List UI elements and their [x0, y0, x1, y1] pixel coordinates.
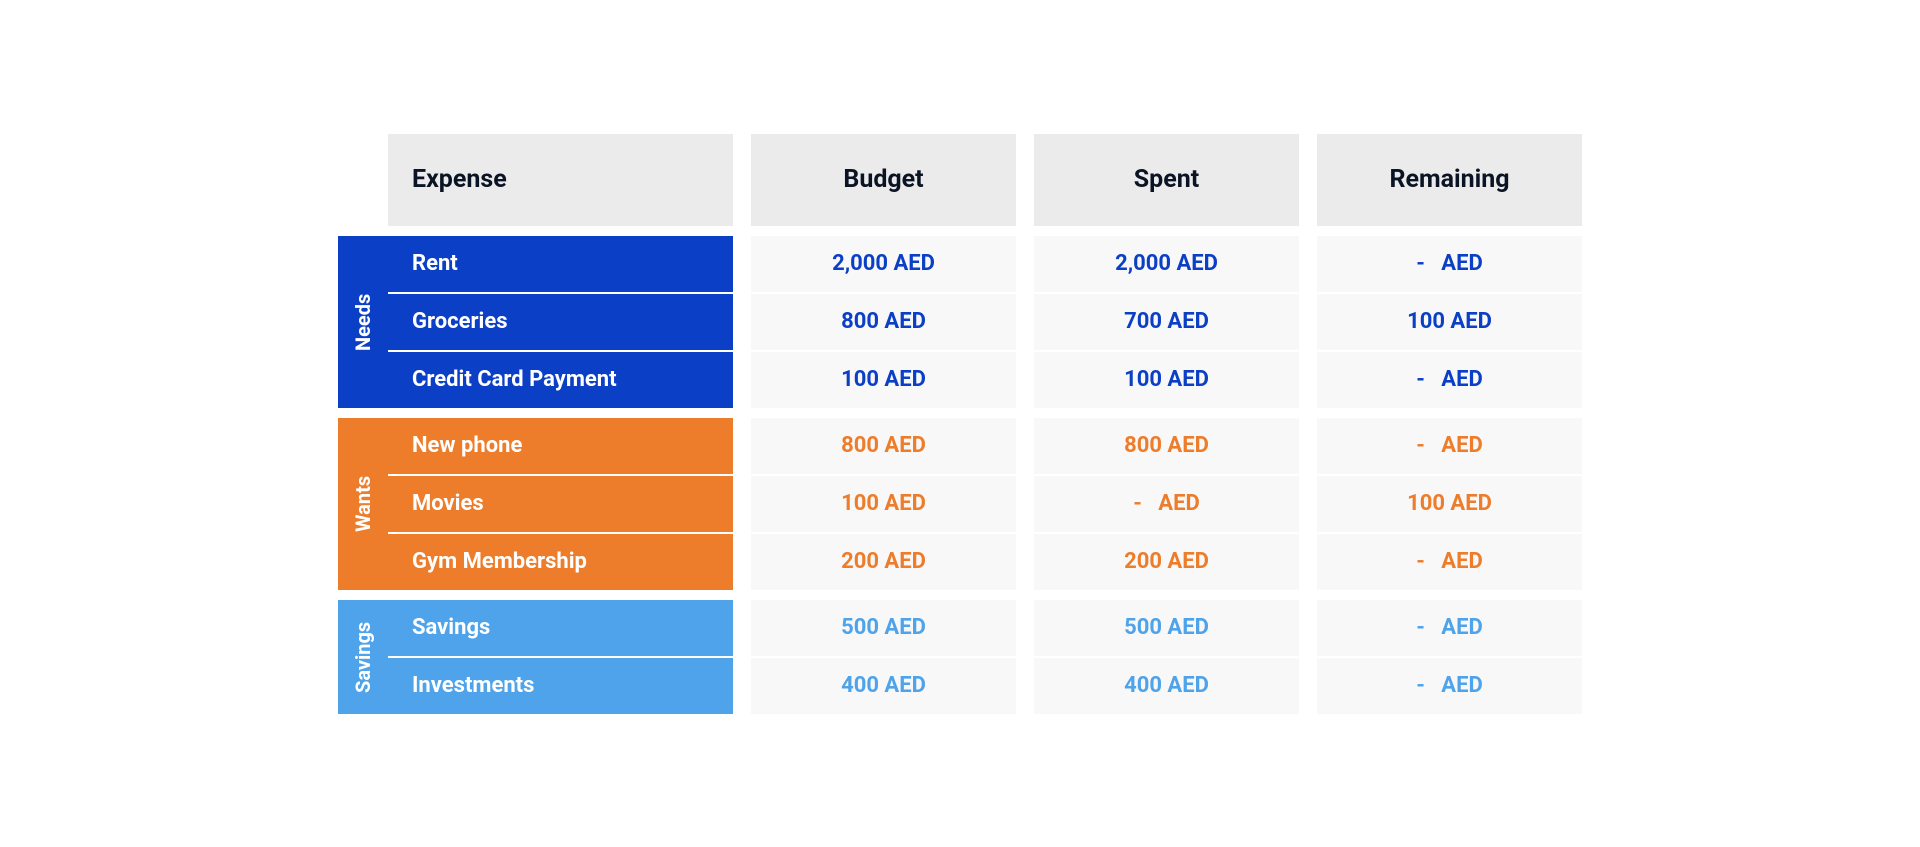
expense-label: Gym Membership	[388, 534, 733, 590]
expense-label: New phone	[388, 418, 733, 474]
table-row: Movies 100 AED - AED 100 AED	[388, 476, 1582, 532]
table-row: New phone 800 AED 800 AED - AED	[388, 418, 1582, 474]
group-body: New phone800 AED800 AED- AEDMovies100 AE…	[388, 418, 1582, 590]
expense-label: Movies	[388, 476, 733, 532]
group-tab-needs: Needs	[338, 236, 388, 408]
header-remaining: Remaining	[1317, 134, 1582, 226]
spent-cell: - AED	[1034, 476, 1299, 532]
group-tab-savings: Savings	[338, 600, 388, 714]
table-row: Credit Card Payment 100 AED 100 AED - AED	[388, 352, 1582, 408]
expense-label: Rent	[388, 236, 733, 292]
header-expense: Expense	[388, 134, 733, 226]
budget-table: Expense Budget Spent Remaining NeedsRent…	[338, 134, 1582, 714]
table-row: Gym Membership 200 AED 200 AED - AED	[388, 534, 1582, 590]
spent-cell: 500 AED	[1034, 600, 1299, 656]
group-needs: NeedsRent2,000 AED2,000 AED- AEDGrocerie…	[338, 236, 1582, 408]
budget-cell: 500 AED	[751, 600, 1016, 656]
table-header-row: Expense Budget Spent Remaining	[338, 134, 1582, 226]
table-row: Savings 500 AED 500 AED - AED	[388, 600, 1582, 656]
remaining-cell: - AED	[1317, 352, 1582, 408]
table-row: Groceries 800 AED 700 AED 100 AED	[388, 294, 1582, 350]
remaining-cell: - AED	[1317, 534, 1582, 590]
table-row: Investments 400 AED 400 AED - AED	[388, 658, 1582, 714]
group-body: Rent 2,000 AED 2,000 AED - AED Groceries 800 …	[388, 236, 1582, 408]
budget-cell: 100 AED	[751, 476, 1016, 532]
spent-cell: 400 AED	[1034, 658, 1299, 714]
remaining-cell: 100 AED	[1317, 294, 1582, 350]
group-body: Savings 500 AED 500 AED - AED Investments 400…	[388, 600, 1582, 714]
remaining-cell: - AED	[1317, 658, 1582, 714]
budget-cell: 2,000 AED	[751, 236, 1016, 292]
budget-cell: 200 AED	[751, 534, 1016, 590]
expense-label: Credit Card Payment	[388, 352, 733, 408]
expense-label: Groceries	[388, 294, 733, 350]
remaining-cell: - AED	[1317, 418, 1582, 474]
spent-cell: 2,000 AED	[1034, 236, 1299, 292]
expense-label: Investments	[388, 658, 733, 714]
spent-cell: 800 AED	[1034, 418, 1299, 474]
budget-cell: 800 AED	[751, 294, 1016, 350]
remaining-cell: - AED	[1317, 236, 1582, 292]
group-wants: WantsNew phone800 AED800 AED- AEDMovies1…	[338, 418, 1582, 590]
remaining-cell: - AED	[1317, 600, 1582, 656]
group-savings: SavingsSavings500 AED500 AED- AEDInvestm…	[338, 600, 1582, 714]
header-side-spacer	[338, 134, 388, 226]
header-spent: Spent	[1034, 134, 1299, 226]
table-row: Rent 2,000 AED 2,000 AED - AED	[388, 236, 1582, 292]
spent-cell: 200 AED	[1034, 534, 1299, 590]
budget-cell: 100 AED	[751, 352, 1016, 408]
expense-label: Savings	[388, 600, 733, 656]
spent-cell: 100 AED	[1034, 352, 1299, 408]
budget-cell: 800 AED	[751, 418, 1016, 474]
spent-cell: 700 AED	[1034, 294, 1299, 350]
budget-cell: 400 AED	[751, 658, 1016, 714]
header-budget: Budget	[751, 134, 1016, 226]
remaining-cell: 100 AED	[1317, 476, 1582, 532]
group-tab-wants: Wants	[338, 418, 388, 590]
